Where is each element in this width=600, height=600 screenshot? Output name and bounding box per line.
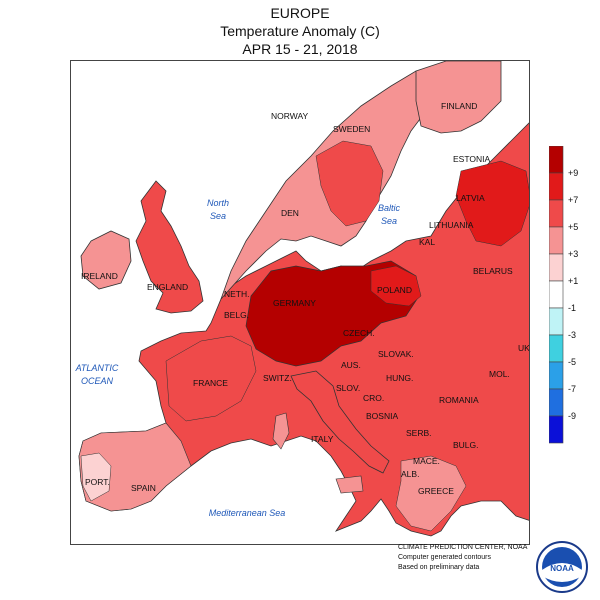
label-belg: BELG. — [224, 310, 249, 320]
legend-swatch — [548, 361, 564, 390]
land-great-britain — [135, 180, 204, 314]
svg-text:NOAA: NOAA — [550, 564, 574, 573]
legend-swatch — [548, 199, 564, 228]
legend-swatch — [548, 334, 564, 363]
label-sweden: SWEDEN — [333, 124, 370, 134]
land-finland — [415, 61, 502, 134]
label-greece: GREECE — [418, 486, 454, 496]
legend-canvas: +9 +7 +5 +3 +1 -1 -3 -5 -7 -9 — [548, 145, 578, 444]
legend-label: -9 — [568, 411, 576, 421]
color-legend: +9 +7 +5 +3 +1 -1 -3 -5 -7 -9 — [548, 145, 599, 461]
land-italy — [290, 370, 390, 474]
label-north-sea-line1: North — [207, 198, 229, 208]
anomaly-poland-high — [370, 265, 422, 307]
label-bosnia: BOSNIA — [366, 411, 398, 421]
legend-label: +5 — [568, 222, 578, 232]
anomaly-greece — [395, 455, 467, 532]
legend-swatch — [548, 388, 564, 417]
map-title-period: APR 15 - 21, 2018 — [242, 41, 358, 57]
label-mediterranean-sea: Mediterranean Sea — [209, 508, 286, 518]
anomaly-sweden — [315, 140, 384, 227]
label-estonia: ESTONIA — [453, 154, 490, 164]
label-latvia: LATVIA — [456, 193, 485, 203]
label-slov: SLOV. — [336, 383, 360, 393]
legend-swatch — [548, 145, 564, 174]
label-neth: NETH. — [224, 289, 250, 299]
label-serb: SERB. — [406, 428, 432, 438]
credit-line-3: Based on preliminary data — [398, 564, 480, 571]
country-labels: NORWAY SWEDEN FINLAND ESTONIA LATVIA LIT… — [81, 101, 530, 496]
sea-labels: North Sea Baltic Sea ATLANTIC OCEAN Medi… — [75, 198, 401, 518]
legend-label: +1 — [568, 276, 578, 286]
anomaly-france — [165, 335, 257, 422]
land-ireland — [80, 230, 132, 290]
legend-label: -3 — [568, 330, 576, 340]
legend-label: +3 — [568, 249, 578, 259]
legend-label: -1 — [568, 303, 576, 313]
label-france: FRANCE — [193, 378, 228, 388]
legend-swatch — [548, 172, 564, 201]
legend-swatch — [548, 280, 564, 309]
label-baltic-sea-line1: Baltic — [378, 203, 401, 213]
label-kal: KAL — [419, 237, 435, 247]
label-port: PORT. — [85, 477, 110, 487]
label-belarus: BELARUS — [473, 266, 513, 276]
label-germany: GERMANY — [273, 298, 316, 308]
label-italy: ITALY — [311, 434, 334, 444]
anomaly-baltic-east — [455, 160, 529, 247]
label-ireland: IRELAND — [81, 271, 118, 281]
label-cro: CRO. — [363, 393, 384, 403]
legend-label: +9 — [568, 168, 578, 178]
label-alb: ALB. — [401, 469, 419, 479]
label-poland: POLAND — [377, 285, 412, 295]
legend-swatches — [548, 145, 564, 444]
label-bulg: BULG. — [453, 440, 479, 450]
legend-label: -5 — [568, 357, 576, 367]
label-england: ENGLAND — [147, 282, 188, 292]
label-spain: SPAIN — [131, 483, 156, 493]
temperature-anomaly-map: NORWAY SWEDEN FINLAND ESTONIA LATVIA LIT… — [70, 60, 530, 545]
legend-swatch — [548, 226, 564, 255]
anomaly-portugal — [80, 452, 112, 502]
label-norway: NORWAY — [271, 111, 308, 121]
legend-labels: +9 +7 +5 +3 +1 -1 -3 -5 -7 -9 — [568, 168, 578, 421]
legend-swatch — [548, 253, 564, 282]
label-hung: HUNG. — [386, 373, 413, 383]
land-sicily — [335, 475, 364, 494]
map-canvas: NORWAY SWEDEN FINLAND ESTONIA LATVIA LIT… — [71, 61, 530, 544]
label-czech: CZECH. — [343, 328, 375, 338]
label-atlantic-line2: OCEAN — [81, 376, 114, 386]
label-atlantic-line1: ATLANTIC — [75, 363, 119, 373]
label-uk: UK — [518, 343, 530, 353]
label-mol: MOL. — [489, 369, 510, 379]
label-mace: MACE. — [413, 456, 440, 466]
legend-swatch — [548, 307, 564, 336]
label-baltic-sea-line2: Sea — [381, 216, 397, 226]
label-north-sea-line2: Sea — [210, 211, 226, 221]
map-title-region: EUROPE — [270, 5, 330, 21]
credit-line-1: CLIMATE PREDICTION CENTER, NOAA — [398, 544, 528, 551]
legend-label: +7 — [568, 195, 578, 205]
label-lithuania: LITHUANIA — [429, 220, 474, 230]
label-aus: AUS. — [341, 360, 361, 370]
legend-swatch — [548, 415, 564, 444]
label-finland: FINLAND — [441, 101, 477, 111]
label-slovak: SLOVAK. — [378, 349, 414, 359]
label-den: DEN — [281, 208, 299, 218]
land-sardinia — [272, 412, 290, 450]
label-romania: ROMANIA — [439, 395, 479, 405]
label-switz: SWITZ. — [263, 373, 292, 383]
credit-line-2: Computer generated contours — [398, 554, 491, 561]
map-title-quantity: Temperature Anomaly (C) — [220, 23, 380, 39]
noaa-logo: NOAA — [535, 540, 589, 599]
legend-label: -7 — [568, 384, 576, 394]
